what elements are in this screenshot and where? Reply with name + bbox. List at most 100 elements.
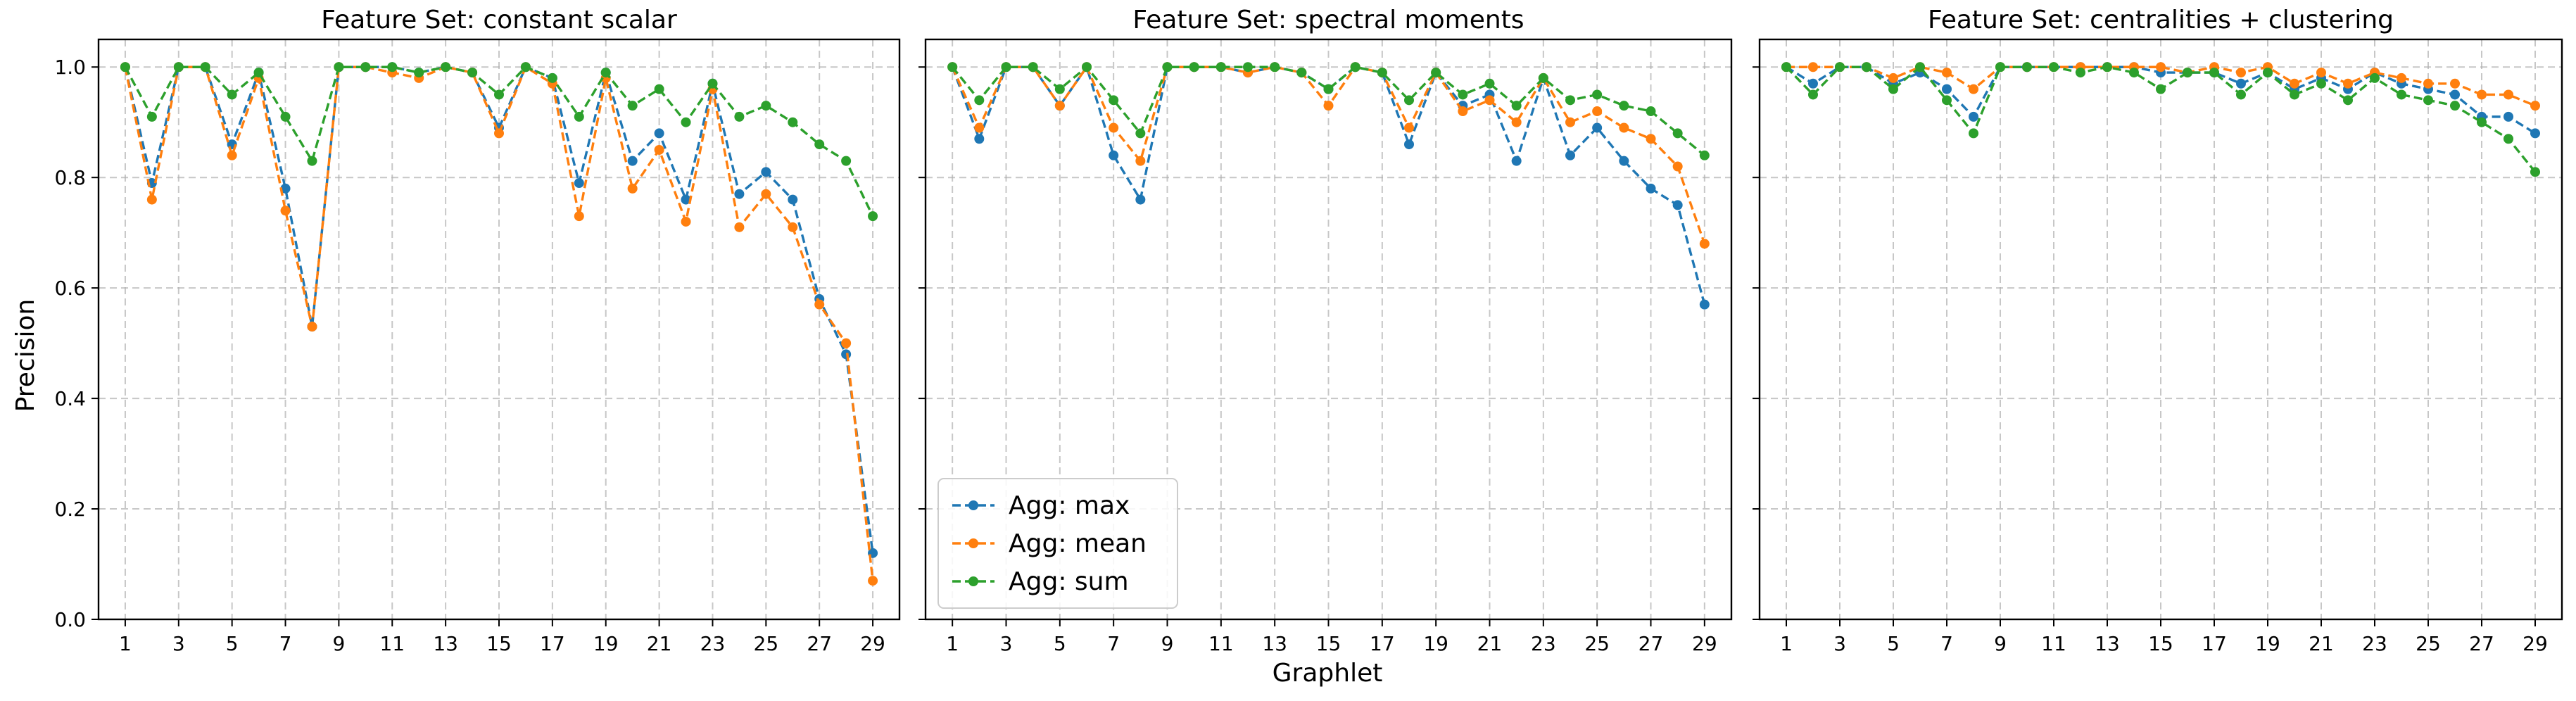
- data-point: [2183, 68, 2192, 78]
- x-tick-label: 27: [807, 632, 832, 655]
- data-point: [280, 111, 291, 122]
- plot-frame: [1758, 38, 2563, 621]
- series-line: [1786, 65, 2536, 107]
- data-point: [974, 95, 985, 106]
- data-point: [360, 62, 371, 72]
- data-point: [947, 62, 958, 72]
- data-point: [334, 62, 344, 72]
- data-point: [2450, 101, 2460, 111]
- legend: Agg: max Agg: mean Agg: sum: [937, 478, 1178, 609]
- data-point: [600, 68, 611, 78]
- data-point: [1189, 62, 1199, 72]
- data-point: [814, 299, 825, 310]
- data-point: [2370, 72, 2380, 83]
- data-point: [1350, 62, 1360, 72]
- data-point: [1162, 62, 1173, 72]
- data-point: [1619, 122, 1629, 133]
- data-point: [307, 322, 317, 332]
- legend-box: [937, 478, 1178, 609]
- data-point: [2343, 95, 2353, 106]
- x-tick-label: 1: [1780, 632, 1793, 655]
- data-point: [2530, 101, 2540, 111]
- panels-layer: 0.00.20.40.60.81.01 3 5 7 9 11 13 15 17 19 21 23 25 2…: [54, 6, 2563, 655]
- x-axis-label: Graphlet: [1273, 659, 1383, 688]
- data-point: [146, 194, 157, 205]
- data-point: [1781, 62, 1791, 72]
- data-point: [574, 211, 584, 222]
- data-point: [2156, 84, 2166, 94]
- data-point: [1431, 68, 1441, 78]
- data-point: [707, 78, 718, 89]
- data-point: [1484, 95, 1495, 106]
- data-point: [253, 68, 264, 78]
- data-point: [280, 183, 291, 194]
- x-tick-label: 21: [1477, 632, 1503, 655]
- x-tick-label: 19: [593, 632, 619, 655]
- x-tick-label: 25: [1584, 632, 1610, 655]
- data-point: [307, 156, 317, 166]
- data-point: [2076, 68, 2085, 78]
- data-point: [868, 211, 878, 222]
- data-point: [1135, 194, 1146, 205]
- data-point: [1404, 95, 1414, 106]
- x-tick-label: 17: [2202, 632, 2227, 655]
- data-point: [1458, 106, 1468, 117]
- x-tick-label: 19: [1423, 632, 1448, 655]
- data-point: [1565, 150, 1575, 160]
- x-tick-label: 21: [647, 632, 672, 655]
- data-point: [2209, 68, 2219, 78]
- data-point: [1511, 117, 1522, 127]
- data-point: [974, 122, 985, 133]
- data-point: [681, 194, 691, 205]
- data-point: [2530, 128, 2540, 139]
- data-point: [1216, 62, 1226, 72]
- data-point: [1969, 84, 1978, 94]
- data-point: [1323, 101, 1334, 111]
- data-point: [1135, 128, 1146, 139]
- data-point: [1565, 95, 1575, 106]
- data-point: [814, 139, 825, 150]
- data-point: [1619, 156, 1629, 166]
- data-point: [146, 111, 157, 122]
- legend-marker: [968, 576, 978, 586]
- data-point: [1995, 62, 2005, 72]
- y-tick-label: 0.0: [54, 608, 86, 631]
- x-tick-label: 23: [1531, 632, 1556, 655]
- x-tick-label: 15: [2148, 632, 2173, 655]
- data-point: [1109, 150, 1119, 160]
- legend-marker: [968, 538, 978, 548]
- data-point: [1672, 128, 1683, 139]
- data-point: [2530, 167, 2540, 177]
- series-agg-sum: [1781, 62, 2540, 177]
- data-point: [841, 156, 852, 166]
- data-point: [2316, 68, 2326, 78]
- x-tick-label: 21: [2309, 632, 2334, 655]
- data-point: [1646, 134, 1656, 144]
- data-point: [2290, 89, 2299, 100]
- data-point: [681, 117, 691, 127]
- y-tick-label: 0.4: [54, 387, 86, 410]
- data-point: [2450, 78, 2460, 89]
- x-tick-label: 1: [946, 632, 959, 655]
- data-point: [627, 183, 638, 194]
- x-tick-label: 23: [700, 632, 726, 655]
- data-point: [2343, 78, 2353, 89]
- data-point: [1028, 62, 1038, 72]
- data-point: [1969, 111, 1978, 122]
- data-point: [2477, 89, 2487, 100]
- data-point: [2049, 62, 2059, 72]
- x-tick-label: 7: [1107, 632, 1120, 655]
- panel-1: 0.00.20.40.60.81.01 3 5 7 9 11 13 15 17 19 21 23 25 2…: [54, 6, 901, 655]
- x-tick-label: 23: [2362, 632, 2387, 655]
- data-point: [280, 206, 291, 216]
- data-point: [1592, 122, 1603, 133]
- y-tick-label: 0.6: [54, 277, 86, 300]
- data-point: [1699, 239, 1710, 249]
- legend-label: Agg: sum: [1009, 567, 1129, 596]
- x-tick-label: 29: [860, 632, 885, 655]
- data-point: [1699, 150, 1710, 160]
- x-tick-label: 13: [433, 632, 458, 655]
- series-line: [951, 64, 1706, 305]
